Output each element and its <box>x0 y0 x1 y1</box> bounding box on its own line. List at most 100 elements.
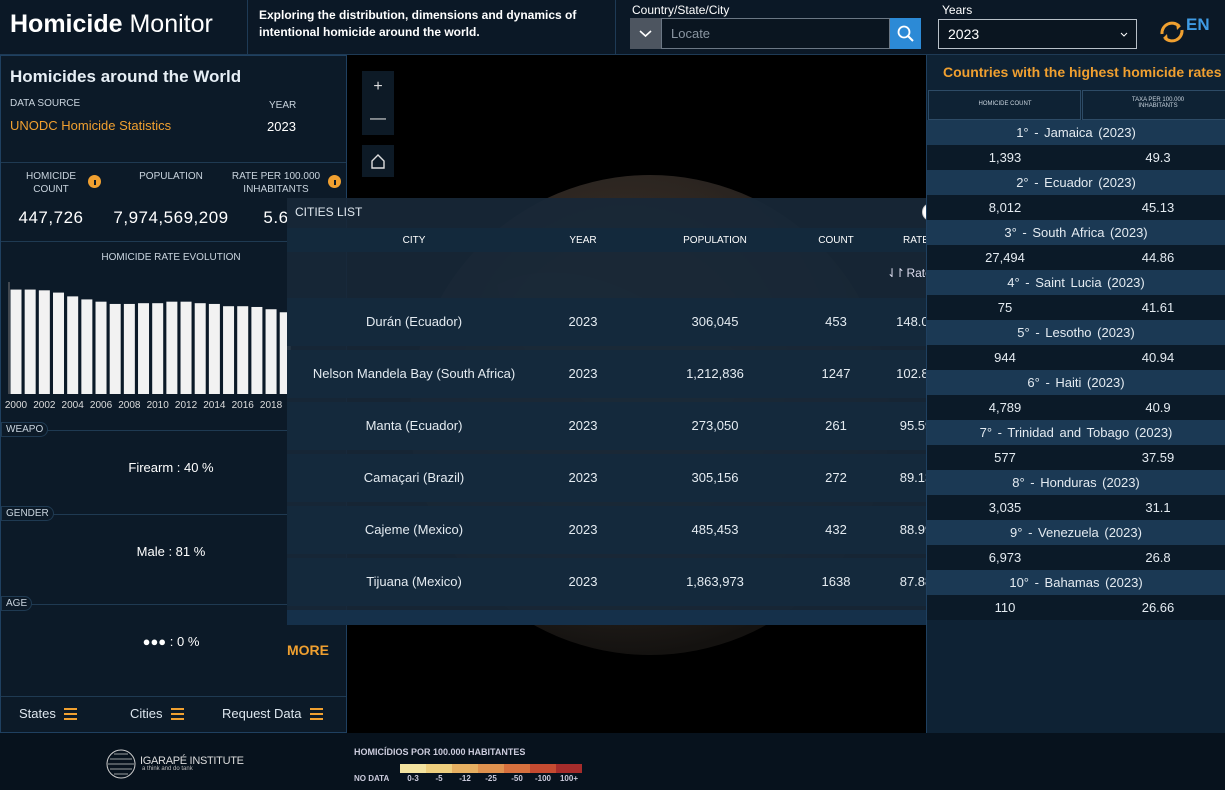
breakdown-line <box>1 430 346 431</box>
city-cell: 1247 <box>821 366 851 381</box>
breakdown-label: GENDER <box>1 506 54 521</box>
column-header-cell <box>928 90 1081 120</box>
city-row[interactable]: Durán (Ecuador) 2023 306,045 453 148.02 <box>287 298 952 346</box>
city-cell: Manta (Ecuador) <box>365 418 463 433</box>
tagline: Exploring the distribution, dimensions a… <box>259 8 577 39</box>
chevron <box>1120 32 1128 37</box>
info-icon[interactable] <box>88 175 101 188</box>
city-cell: 2023 <box>568 574 598 589</box>
bar <box>81 299 93 394</box>
zoom-button[interactable]: + <box>362 71 394 103</box>
info-icon[interactable] <box>328 175 341 188</box>
sort-control[interactable]: ⇃↾ Rate <box>887 266 932 280</box>
title-light: Monitor <box>129 10 213 38</box>
ranking-rate: 31.1 <box>1145 500 1171 515</box>
search-input[interactable]: Locate <box>661 18 890 49</box>
ranking-count: 4,789 <box>988 400 1022 415</box>
ranking-label[interactable]: 7° - Trinidad and Tobago (2023) <box>979 425 1173 440</box>
legend-label: -50 <box>511 774 523 783</box>
x-tick-label: 2006 <box>90 400 113 411</box>
legend-swatch <box>400 764 426 773</box>
refresh-icon[interactable] <box>1158 18 1188 46</box>
ranking-label[interactable]: 3° - South Africa (2023) <box>1004 225 1148 240</box>
bar <box>237 306 249 394</box>
ranking-value-row <box>927 345 1225 370</box>
bar <box>180 301 192 394</box>
city-row[interactable]: Tijuana (Mexico) 2023 1,863,973 1638 87.88 <box>287 558 952 606</box>
ranking-rate: 45.13 <box>1141 200 1175 215</box>
panel-title: Homicides around the World <box>10 67 242 86</box>
search-button[interactable] <box>890 18 921 49</box>
column-header: CITY <box>402 235 426 246</box>
bar <box>38 290 50 394</box>
ranking-label[interactable]: 9° - Venezuela (2023) <box>1010 525 1142 540</box>
ranking-rate: 49.3 <box>1145 150 1171 165</box>
institute-name: IGARAPÉ INSTITUTE <box>140 755 244 767</box>
city-row[interactable]: Cajeme (Mexico) 2023 485,453 432 88.99 <box>287 506 952 554</box>
more-button[interactable]: MORE <box>287 642 329 658</box>
column-header: RATE <box>903 235 929 246</box>
ranking-label[interactable]: 2° - Ecuador (2023) <box>1016 175 1136 190</box>
bar <box>53 292 65 394</box>
x-tick-label: 2000 <box>5 400 28 411</box>
legend-label: -12 <box>459 774 471 783</box>
button-label: Cities <box>130 706 163 721</box>
ranking-value-row <box>927 395 1225 420</box>
list-title: CITIES LIST <box>295 205 363 219</box>
ranking-rate: 44.86 <box>1141 250 1175 265</box>
year-label: YEAR <box>269 100 297 111</box>
year-value: 2023 <box>267 119 296 134</box>
home-button[interactable] <box>362 145 394 177</box>
x-tick-label: 2018 <box>260 400 283 411</box>
city-row[interactable]: Camaçari (Brazil) 2023 305,156 272 89.13 <box>287 454 952 502</box>
city-cell: 2023 <box>568 470 598 485</box>
city-cell: 148.02 <box>896 314 936 329</box>
ranking-value-row <box>927 445 1225 470</box>
search-dropdown[interactable] <box>630 18 661 49</box>
years-label: Years <box>942 3 973 17</box>
divider <box>615 0 616 55</box>
stat-label: HOMICIDE COUNT <box>26 171 76 195</box>
city-cell: 306,045 <box>691 314 739 329</box>
breakdown-line <box>1 604 346 605</box>
bar <box>95 301 107 394</box>
divider <box>247 0 248 55</box>
bar <box>166 301 178 394</box>
column-header: YEAR <box>569 235 597 246</box>
ranking-label[interactable]: 1° - Jamaica (2023) <box>1016 125 1136 140</box>
city-row[interactable]: Nelson Mandela Bay (South Africa) 2023 1,2… <box>287 350 952 398</box>
city-cell: Nelson Mandela Bay (South Africa) <box>312 366 516 381</box>
nav-button[interactable]: States <box>19 706 77 721</box>
ranking-rate: 37.59 <box>1141 450 1175 465</box>
divider <box>1 241 346 242</box>
language-toggle[interactable]: EN <box>1186 15 1210 34</box>
ranking-label-row <box>927 420 1225 445</box>
ranking-count: 27,494 <box>985 250 1025 265</box>
legend-swatch <box>452 764 478 773</box>
nav-button[interactable]: Cities <box>130 706 184 721</box>
institute-tagline: a think and do tank <box>142 766 193 772</box>
ranking-label[interactable]: 10° - Bahamas (2023) <box>1009 575 1143 590</box>
nav-button[interactable]: Request Data <box>222 706 323 721</box>
bar <box>24 289 36 394</box>
city-cell: 89.13 <box>899 470 933 485</box>
zoom-button[interactable]: — <box>362 103 394 135</box>
ranking-label[interactable]: 5° - Lesotho (2023) <box>1017 325 1135 340</box>
ranking-count: 6,973 <box>988 550 1022 565</box>
year-select[interactable]: 2023 <box>938 19 1137 49</box>
legend-label: -5 <box>435 774 443 783</box>
ranking-rate: 26.66 <box>1141 600 1175 615</box>
footer: IGARAPÉ INSTITUTE a think and do tank HO… <box>0 733 1225 790</box>
ranking-label[interactable]: 6° - Haiti (2023) <box>1027 375 1125 390</box>
ranking-label-row <box>927 570 1225 595</box>
x-tick-label: 2010 <box>147 400 170 411</box>
ranking-label[interactable]: 4° - Saint Lucia (2023) <box>1007 275 1145 290</box>
city-cell: Cajeme (Mexico) <box>364 522 464 537</box>
year-value: 2023 <box>948 26 980 42</box>
city-row[interactable]: Manta (Ecuador) 2023 273,050 261 95.59 <box>287 402 952 450</box>
ranking-panel: Countries with the highest homicide rate… <box>926 55 1225 733</box>
ranking-label[interactable]: 8° - Honduras (2023) <box>1012 475 1140 490</box>
source-link[interactable]: UNODC Homicide Statistics <box>10 118 172 133</box>
